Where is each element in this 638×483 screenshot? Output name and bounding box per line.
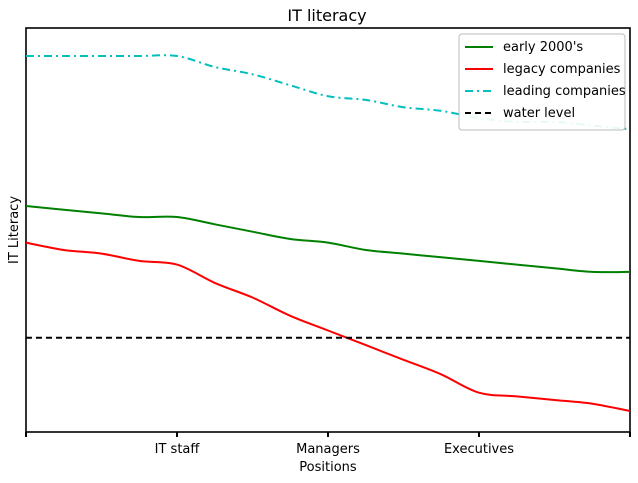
x-tick-label-2: Managers xyxy=(296,442,360,457)
legend-label-1: early 2000's xyxy=(503,40,583,55)
x-axis: IT staff Managers Executives xyxy=(25,432,631,457)
legend-label-4: water level xyxy=(503,106,575,121)
x-tick-label-3: Executives xyxy=(444,442,514,457)
x-tick-label-1: IT staff xyxy=(155,442,201,457)
legend-label-3: leading companies xyxy=(503,84,626,99)
series-line-1 xyxy=(25,205,631,274)
legend: early 2000's legacy companies leading comp… xyxy=(458,33,626,131)
legend-box xyxy=(458,33,626,131)
x-axis-label: Positions xyxy=(299,460,357,475)
y-axis-label: IT Literacy xyxy=(7,196,22,264)
chart-title: IT literacy xyxy=(287,6,366,25)
series-line-2 xyxy=(25,241,631,412)
legend-label-2: legacy companies xyxy=(503,62,621,77)
